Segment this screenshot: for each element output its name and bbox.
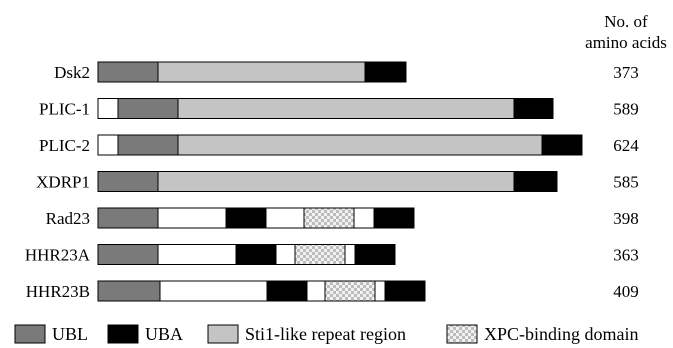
domain-uba bbox=[385, 281, 425, 301]
legend-item-uba: UBA bbox=[108, 324, 183, 344]
protein-name: XDRP1 bbox=[36, 173, 90, 192]
legend-label-sti1: Sti1-like repeat region bbox=[245, 324, 406, 344]
domain-none bbox=[160, 281, 267, 301]
domain-ubl bbox=[98, 245, 158, 265]
legend-item-sti1: Sti1-like repeat region bbox=[208, 324, 406, 344]
protein-name: Rad23 bbox=[46, 209, 90, 228]
domain-sti1 bbox=[158, 172, 514, 192]
domain-none bbox=[375, 281, 385, 301]
legend-swatch-uba bbox=[108, 325, 138, 343]
legend-label-xpc: XPC-binding domain bbox=[484, 324, 639, 344]
domain-ubl bbox=[98, 281, 160, 301]
domain-none bbox=[307, 281, 325, 301]
protein-row-xdrp1: XDRP1 585 bbox=[36, 172, 639, 192]
protein-length: 373 bbox=[613, 63, 639, 82]
domain-xpc bbox=[325, 281, 375, 301]
domain-ubl bbox=[118, 99, 178, 119]
domain-none bbox=[158, 208, 226, 228]
domain-uba bbox=[267, 281, 307, 301]
protein-row-dsk2: Dsk2 373 bbox=[54, 62, 639, 82]
protein-name: HHR23A bbox=[25, 246, 91, 265]
legend-swatch-xpc bbox=[447, 325, 477, 343]
domain-none bbox=[345, 245, 355, 265]
domain-ubl bbox=[98, 62, 158, 82]
protein-name: HHR23B bbox=[26, 282, 90, 301]
protein-length: 363 bbox=[613, 246, 639, 265]
domain-xpc bbox=[304, 208, 354, 228]
legend-swatch-sti1 bbox=[208, 325, 238, 343]
protein-row-hhr23b: HHR23B 409 bbox=[26, 281, 639, 301]
protein-row-rad23: Rad23 398 bbox=[46, 208, 639, 228]
protein-name: PLIC-1 bbox=[39, 100, 90, 119]
protein-length: 409 bbox=[613, 282, 639, 301]
protein-length: 589 bbox=[613, 100, 639, 119]
header-line1: No. of bbox=[604, 12, 648, 31]
domain-none bbox=[98, 135, 118, 155]
protein-name: Dsk2 bbox=[54, 63, 90, 82]
protein-row-hhr23a: HHR23A 363 bbox=[25, 245, 639, 265]
protein-length: 398 bbox=[613, 209, 639, 228]
domain-none bbox=[266, 208, 304, 228]
domain-sti1 bbox=[178, 135, 542, 155]
domain-none bbox=[354, 208, 374, 228]
domain-sti1 bbox=[178, 99, 514, 119]
header-line2: amino acids bbox=[585, 33, 667, 52]
domain-none bbox=[276, 245, 295, 265]
domain-none bbox=[158, 245, 236, 265]
legend: UBL UBA Sti1-like repeat region XPC-binding… bbox=[15, 324, 639, 344]
domain-none bbox=[98, 99, 118, 119]
legend-label-uba: UBA bbox=[145, 324, 183, 344]
domain-xpc bbox=[295, 245, 345, 265]
domain-sti1 bbox=[158, 62, 365, 82]
protein-row-plic-2: PLIC-2 624 bbox=[39, 135, 639, 155]
domain-uba bbox=[514, 99, 553, 119]
domain-ubl bbox=[98, 172, 158, 192]
protein-row-plic-1: PLIC-1 589 bbox=[39, 99, 639, 119]
protein-rows: Dsk2 373 PLIC-1 589 PLIC-2 624 XDRP1 585 Rad23 39… bbox=[25, 62, 639, 301]
domain-uba bbox=[355, 245, 395, 265]
domain-uba bbox=[514, 172, 557, 192]
domain-uba bbox=[374, 208, 414, 228]
legend-item-xpc: XPC-binding domain bbox=[447, 324, 639, 344]
domain-uba bbox=[365, 62, 406, 82]
legend-swatch-ubl bbox=[15, 325, 45, 343]
domain-uba bbox=[236, 245, 276, 265]
domain-ubl bbox=[118, 135, 178, 155]
protein-length: 585 bbox=[613, 173, 639, 192]
domain-uba bbox=[542, 135, 582, 155]
domain-ubl bbox=[98, 208, 158, 228]
protein-name: PLIC-2 bbox=[39, 136, 90, 155]
protein-length: 624 bbox=[613, 136, 639, 155]
legend-item-ubl: UBL bbox=[15, 324, 88, 344]
domain-uba bbox=[226, 208, 266, 228]
legend-label-ubl: UBL bbox=[52, 324, 88, 344]
